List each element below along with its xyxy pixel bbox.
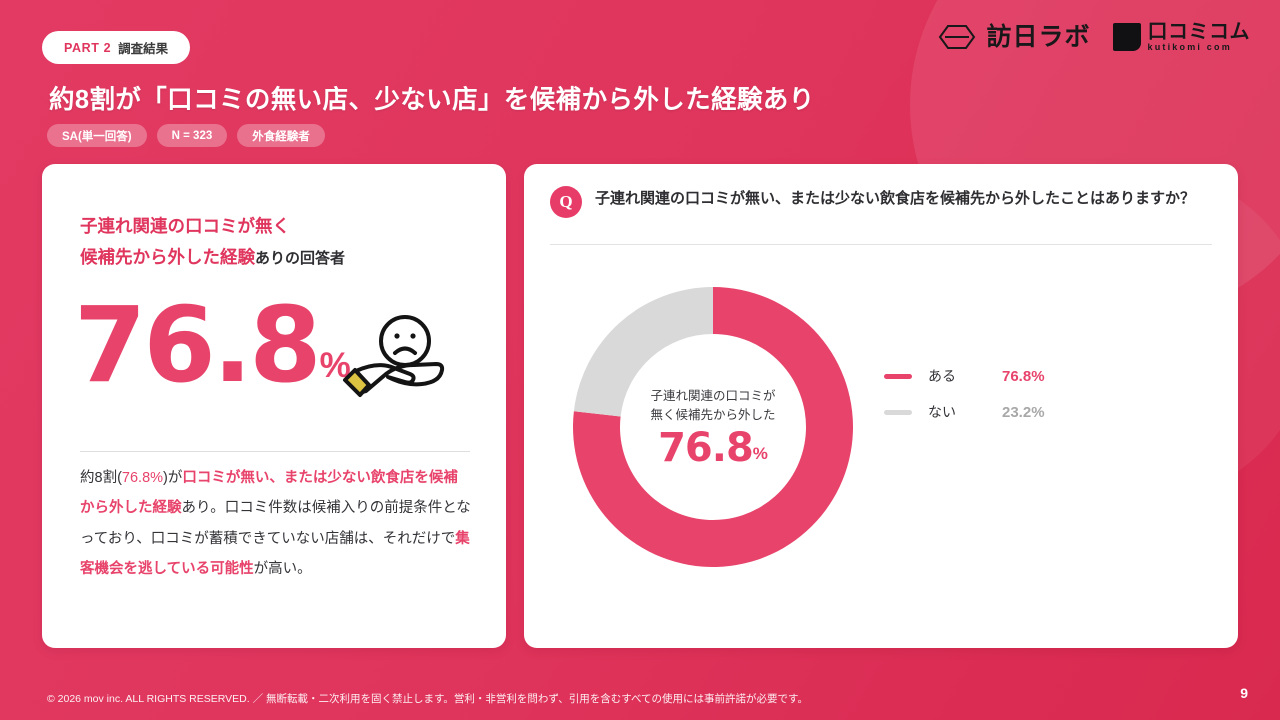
body-segment-5: 集客機会を逃している可能性: [80, 530, 470, 578]
headline-metric-value: 76.8: [74, 284, 322, 406]
body-segment-2: )が: [163, 470, 183, 486]
donut-slice-ない: [573, 287, 713, 417]
legend-row: ある 76.8%: [884, 358, 1174, 394]
question-row: Q 子連れ関連の口コミが無い、または少ない飲食店を候補先から外したことはあります…: [550, 186, 1210, 218]
headline-metric: 76.8 %: [74, 284, 474, 425]
legend-value: 23.2%: [1002, 403, 1045, 421]
footer-copyright: © 2026 mov inc. ALL RIGHTS RESERVED. ／ 無…: [47, 693, 808, 705]
body-segment-3: 口コミが無い、または少ない飲食店を候補から外した経験: [80, 470, 458, 517]
summary-body-text: 約8割(76.8%)が口コミが無い、または少ない飲食店を候補から外した経験あり。…: [80, 463, 472, 585]
page-title: 約8割が「口コミの無い店、少ない店」を候補から外した経験あり: [49, 86, 815, 114]
body-segment-0: 約8割(: [80, 470, 122, 486]
legend-row: ない 23.2%: [884, 394, 1174, 430]
summary-lead: 子連れ関連の口コミが無く 候補先から外した経験ありの回答者: [80, 211, 470, 272]
part-number: PART 2: [64, 40, 112, 55]
chart-legend: ある 76.8% ない 23.2%: [884, 358, 1174, 430]
speech-bubble-square-icon: [1112, 23, 1141, 52]
part-badge: PART 2 調査結果: [42, 31, 191, 64]
page-number: 9: [1240, 685, 1248, 701]
tag-segment: 外食経験者: [237, 124, 325, 147]
tag-row: SA(単一回答) N = 323 外食経験者: [47, 124, 325, 147]
body-segment-1: 76.8%: [121, 470, 164, 486]
tag-sa: SA(単一回答): [47, 124, 147, 147]
logo-lab-wordmark: 訪日ラボ: [986, 22, 1091, 51]
legend-swatch-icon: [884, 409, 912, 415]
logo-kutikomi-main: 口コミコム: [1147, 21, 1250, 43]
question-text: 子連れ関連の口コミが無い、または少ない飲食店を候補先から外したことはありますか？: [595, 190, 1196, 207]
logo-kutikomi-sub: kutikomi com: [1147, 42, 1232, 52]
logo-kutikomikomu: 口コミコム kutikomi com: [1112, 22, 1251, 53]
donut-slice-ある: [573, 287, 853, 567]
donut-chart: 子連れ関連の口コミが 無く候補先から外した 76.8 % ある 76.8% ない 23…: [524, 248, 1238, 644]
legend-swatch-icon: [884, 373, 912, 379]
logo-houjitsu-lab: 訪日ラボ: [937, 23, 1090, 51]
question-divider: [550, 244, 1212, 245]
headline-metric-number: 76.8 %: [74, 284, 351, 406]
tag-sample-size: N = 323: [156, 124, 228, 147]
hexagon-mark-icon: [937, 23, 977, 51]
summary-lead-line1: 子連れ関連の口コミが無く: [80, 216, 290, 236]
logo-kutikomi-text: 口コミコム kutikomi com: [1148, 22, 1251, 53]
logo-group: 訪日ラボ 口コミコム kutikomi com: [937, 22, 1250, 53]
legend-value: 76.8%: [1002, 367, 1045, 385]
legend-label: ない: [928, 404, 956, 420]
hand-holding-sad-face-icon: [336, 312, 448, 404]
donut-chart-svg: [573, 287, 853, 567]
body-segment-4: あり。口コミ件数は候補入りの前提条件となっており、口コミが蓄積できていない店舗は…: [80, 500, 471, 547]
body-segment-6: が高い。: [253, 561, 312, 578]
legend-label: ある: [928, 368, 956, 384]
summary-lead-suffix: ありの回答者: [255, 249, 346, 267]
question-badge: Q: [550, 186, 582, 218]
card-divider: [80, 451, 470, 452]
part-text: 調査結果: [118, 42, 169, 56]
chart-card: Q 子連れ関連の口コミが無い、または少ない飲食店を候補先から外したことはあります…: [524, 164, 1238, 648]
summary-card: 子連れ関連の口コミが無く 候補先から外した経験ありの回答者 76.8 % 約8: [42, 164, 506, 648]
summary-lead-line2: 候補先から外した経験: [80, 246, 255, 267]
